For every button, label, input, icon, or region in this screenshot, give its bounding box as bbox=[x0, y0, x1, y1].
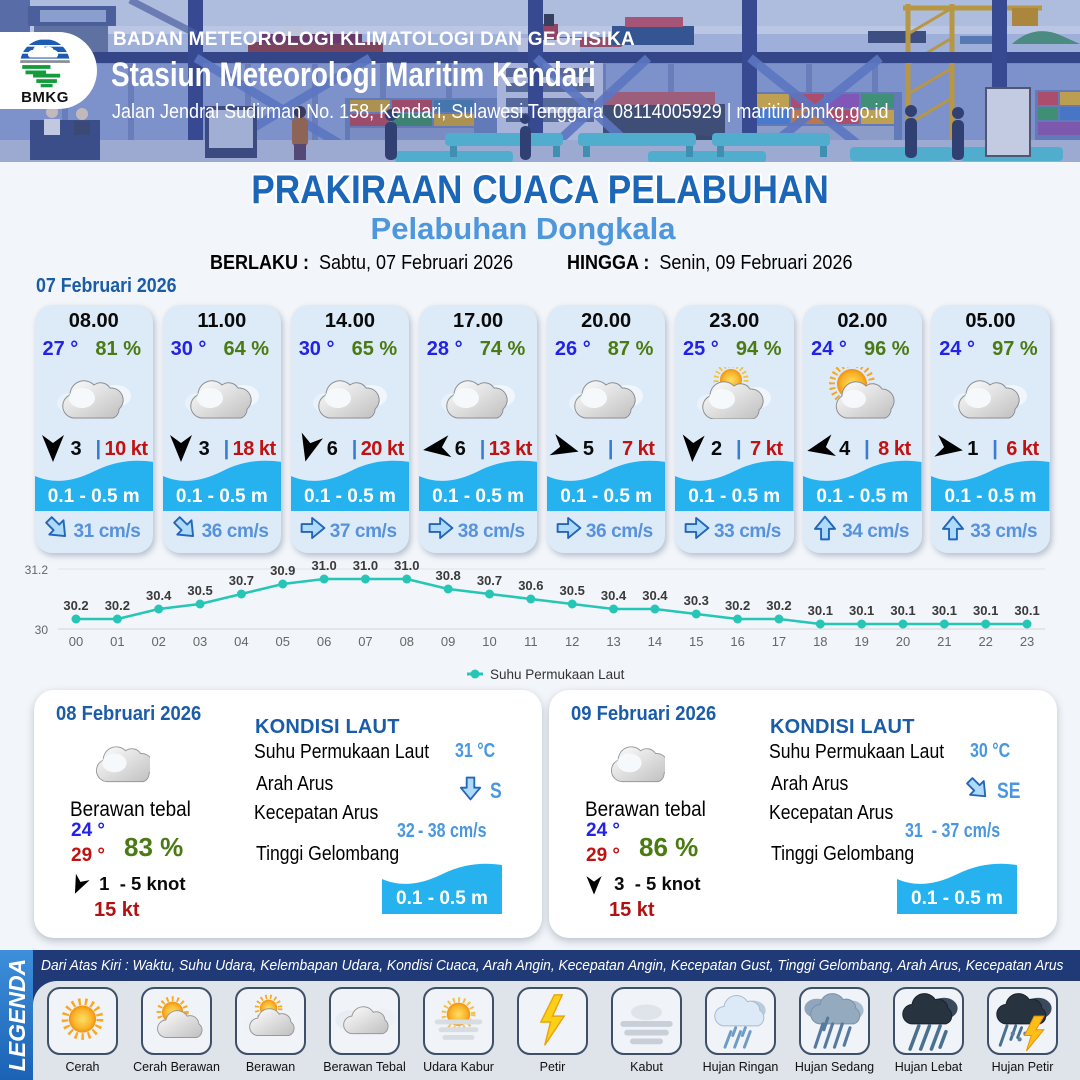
svg-text:30.2: 30.2 bbox=[766, 598, 791, 613]
svg-text:07: 07 bbox=[358, 634, 372, 649]
svg-text:12: 12 bbox=[565, 634, 579, 649]
svg-text:13: 13 bbox=[606, 634, 620, 649]
svg-text:30.4: 30.4 bbox=[642, 588, 668, 603]
svg-text:30: 30 bbox=[35, 623, 49, 637]
svg-text:04: 04 bbox=[234, 634, 248, 649]
svg-text:15: 15 bbox=[689, 634, 703, 649]
svg-text:09: 09 bbox=[441, 634, 455, 649]
svg-text:18: 18 bbox=[813, 634, 827, 649]
svg-text:06: 06 bbox=[317, 634, 331, 649]
svg-text:Suhu Permukaan Laut: Suhu Permukaan Laut bbox=[490, 667, 625, 682]
svg-text:30.7: 30.7 bbox=[477, 573, 502, 588]
svg-text:19: 19 bbox=[854, 634, 868, 649]
svg-text:30.1: 30.1 bbox=[973, 603, 998, 618]
svg-text:30.7: 30.7 bbox=[229, 573, 254, 588]
svg-text:30.1: 30.1 bbox=[808, 603, 833, 618]
svg-text:30.5: 30.5 bbox=[187, 583, 212, 598]
svg-text:30.2: 30.2 bbox=[63, 598, 88, 613]
svg-text:03: 03 bbox=[193, 634, 207, 649]
svg-text:08: 08 bbox=[400, 634, 414, 649]
svg-text:21: 21 bbox=[937, 634, 951, 649]
svg-text:30.3: 30.3 bbox=[684, 593, 709, 608]
svg-text:30.4: 30.4 bbox=[146, 588, 172, 603]
svg-text:31.0: 31.0 bbox=[353, 558, 378, 573]
svg-text:30.1: 30.1 bbox=[890, 603, 915, 618]
svg-text:30.4: 30.4 bbox=[601, 588, 627, 603]
svg-text:05: 05 bbox=[276, 634, 290, 649]
svg-text:30.1: 30.1 bbox=[932, 603, 957, 618]
svg-text:17: 17 bbox=[772, 634, 786, 649]
svg-text:22: 22 bbox=[978, 634, 992, 649]
svg-text:31.0: 31.0 bbox=[311, 558, 336, 573]
svg-text:31.0: 31.0 bbox=[394, 558, 419, 573]
svg-text:02: 02 bbox=[151, 634, 165, 649]
svg-text:30.8: 30.8 bbox=[435, 568, 460, 583]
svg-text:16: 16 bbox=[730, 634, 744, 649]
svg-text:14: 14 bbox=[648, 634, 662, 649]
svg-text:30.2: 30.2 bbox=[105, 598, 130, 613]
svg-text:11: 11 bbox=[524, 634, 538, 649]
svg-text:30.9: 30.9 bbox=[270, 563, 295, 578]
svg-text:23: 23 bbox=[1020, 634, 1034, 649]
svg-text:30.2: 30.2 bbox=[725, 598, 750, 613]
svg-text:20: 20 bbox=[896, 634, 910, 649]
svg-text:30.1: 30.1 bbox=[1014, 603, 1039, 618]
svg-text:31.2: 31.2 bbox=[25, 563, 49, 577]
svg-text:10: 10 bbox=[482, 634, 496, 649]
svg-text:00: 00 bbox=[69, 634, 83, 649]
svg-text:30.5: 30.5 bbox=[560, 583, 585, 598]
svg-text:30.1: 30.1 bbox=[849, 603, 874, 618]
svg-text:30.6: 30.6 bbox=[518, 578, 543, 593]
svg-text:01: 01 bbox=[110, 634, 124, 649]
